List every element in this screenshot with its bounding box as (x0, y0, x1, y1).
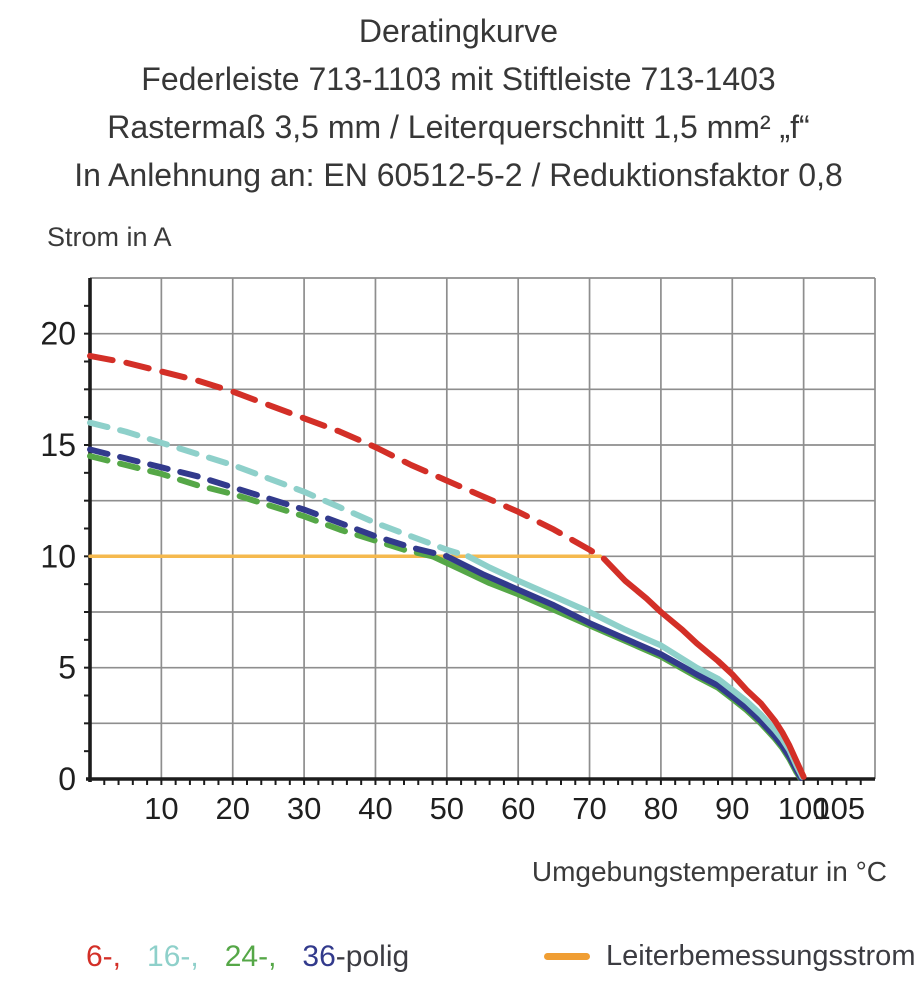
y-tick-labels: 0 5 10 15 20 (40, 316, 76, 797)
rated-current-line-swatch (544, 953, 590, 960)
svg-text:10: 10 (40, 538, 76, 574)
svg-text:10: 10 (144, 791, 178, 826)
svg-text:20: 20 (40, 316, 76, 352)
minor-ticks (84, 304, 862, 785)
svg-text:60: 60 (501, 791, 535, 826)
svg-text:105: 105 (813, 791, 865, 826)
svg-text:50: 50 (430, 791, 464, 826)
legend-rating: Leiterbemessungsstrom (544, 940, 915, 973)
svg-text:70: 70 (572, 791, 606, 826)
legend-item-24-polig: 24-, (224, 940, 277, 973)
title-line-3: Rastermaß 3,5 mm / Leiterquerschnitt 1,5… (107, 109, 810, 145)
svg-text:40: 40 (358, 791, 392, 826)
legend-36-number: 36 (302, 940, 336, 973)
svg-text:5: 5 (58, 650, 76, 686)
svg-text:100: 100 (778, 791, 830, 826)
legend-polig-suffix: -polig (335, 940, 410, 973)
svg-text:15: 15 (40, 427, 76, 463)
svg-text:30: 30 (287, 791, 321, 826)
title-line-4: In Anlehnung an: EN 60512-5-2 / Reduktio… (74, 157, 843, 193)
title-line-2: Federleiste 713-1103 mit Stiftleiste 713… (141, 61, 776, 97)
legend-item-6-polig: 6-, (86, 940, 122, 973)
curve-24-polig (87, 453, 804, 781)
legend-item-16-polig: 16-, (147, 940, 199, 973)
curve-6-polig (87, 352, 807, 780)
x-axis-title: Umgebungstemperatur in °C (531, 856, 887, 887)
svg-text:90: 90 (715, 791, 749, 826)
title-block: Deratingkurve Federleiste 713-1103 mit S… (0, 7, 917, 199)
gridlines (90, 277, 876, 779)
rated-current-label: Leiterbemessungsstrom (606, 940, 916, 972)
legend-poles: 6-, 16-, 24-, 36 -polig (86, 940, 409, 974)
svg-text:20: 20 (215, 791, 249, 826)
title-line-1: Deratingkurve (358, 13, 559, 49)
legend-item-36-polig: 36 -polig (302, 940, 409, 974)
svg-text:0: 0 (58, 761, 76, 797)
svg-text:80: 80 (644, 791, 678, 826)
curve-36-polig (87, 446, 804, 781)
y-axis-title: Strom in A (47, 222, 172, 252)
